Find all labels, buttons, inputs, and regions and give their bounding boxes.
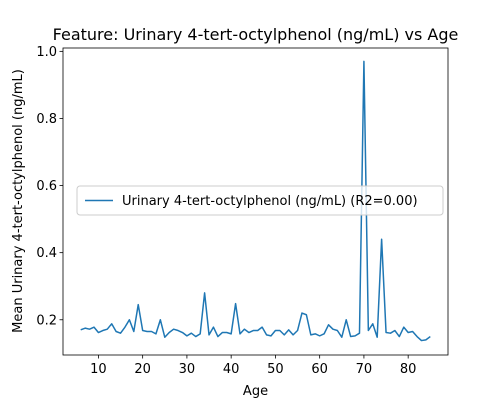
y-tick-label: 0.8 <box>36 112 57 127</box>
legend-label: Urinary 4-tert-octylphenol (ng/mL) (R2=0… <box>122 194 418 209</box>
x-tick-label: 60 <box>311 362 328 377</box>
x-axis: 10 20 30 40 50 60 70 80 <box>90 355 416 377</box>
chart-title: Feature: Urinary 4-tert-octylphenol (ng/… <box>53 25 459 44</box>
y-tick-label: 0.2 <box>36 313 57 328</box>
x-axis-label: Age <box>243 384 268 399</box>
x-tick-label: 20 <box>134 362 151 377</box>
plot-frame <box>62 47 449 356</box>
y-tick-label: 0.6 <box>36 179 57 194</box>
x-tick-label: 80 <box>400 362 417 377</box>
y-tick-label: 0.4 <box>36 246 57 261</box>
series-line <box>80 60 431 342</box>
y-tick-label: 1.0 <box>36 45 57 60</box>
legend-box <box>76 185 444 216</box>
x-tick-label: 30 <box>179 362 196 377</box>
x-tick-label: 70 <box>356 362 373 377</box>
x-tick-label: 40 <box>223 362 240 377</box>
y-axis-label: Mean Urinary 4-tert-octylphenol (ng/mL) <box>11 69 26 333</box>
y-axis: 0.2 0.4 0.6 0.8 1.0 <box>36 45 63 328</box>
plot-area <box>62 47 449 356</box>
x-tick-label: 50 <box>267 362 284 377</box>
x-tick-label: 10 <box>90 362 107 377</box>
legend: Urinary 4-tert-octylphenol (ng/mL) (R2=0… <box>76 185 444 216</box>
